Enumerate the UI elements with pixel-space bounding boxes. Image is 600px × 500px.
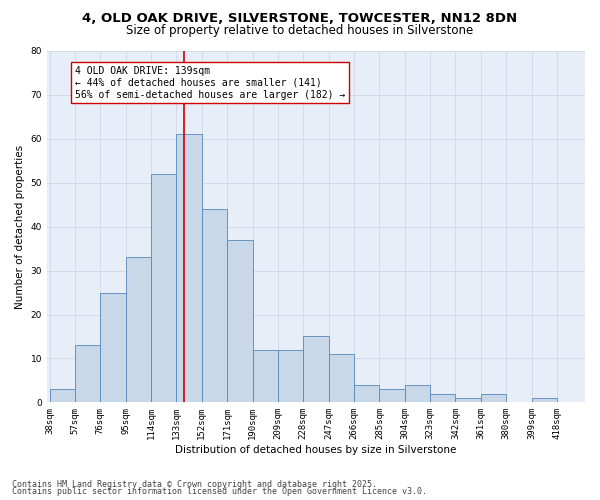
Bar — [125, 258, 151, 402]
Bar — [405, 385, 430, 402]
Bar — [100, 292, 125, 403]
Bar — [151, 174, 176, 402]
Bar — [75, 345, 100, 403]
Bar — [176, 134, 202, 402]
X-axis label: Distribution of detached houses by size in Silverstone: Distribution of detached houses by size … — [175, 445, 457, 455]
Bar — [227, 240, 253, 402]
Bar — [354, 385, 379, 402]
Bar — [303, 336, 329, 402]
Bar — [278, 350, 303, 403]
Text: Contains public sector information licensed under the Open Government Licence v3: Contains public sector information licen… — [12, 487, 427, 496]
Text: 4 OLD OAK DRIVE: 139sqm
← 44% of detached houses are smaller (141)
56% of semi-d: 4 OLD OAK DRIVE: 139sqm ← 44% of detache… — [75, 66, 345, 100]
Bar — [50, 389, 75, 402]
Text: Contains HM Land Registry data © Crown copyright and database right 2025.: Contains HM Land Registry data © Crown c… — [12, 480, 377, 489]
Bar — [455, 398, 481, 402]
Bar — [253, 350, 278, 403]
Text: 4, OLD OAK DRIVE, SILVERSTONE, TOWCESTER, NN12 8DN: 4, OLD OAK DRIVE, SILVERSTONE, TOWCESTER… — [82, 12, 518, 26]
Bar — [430, 394, 455, 402]
Y-axis label: Number of detached properties: Number of detached properties — [15, 144, 25, 308]
Bar — [481, 394, 506, 402]
Bar — [329, 354, 354, 403]
Bar — [202, 209, 227, 402]
Text: Size of property relative to detached houses in Silverstone: Size of property relative to detached ho… — [127, 24, 473, 37]
Bar — [532, 398, 557, 402]
Bar — [379, 389, 405, 402]
